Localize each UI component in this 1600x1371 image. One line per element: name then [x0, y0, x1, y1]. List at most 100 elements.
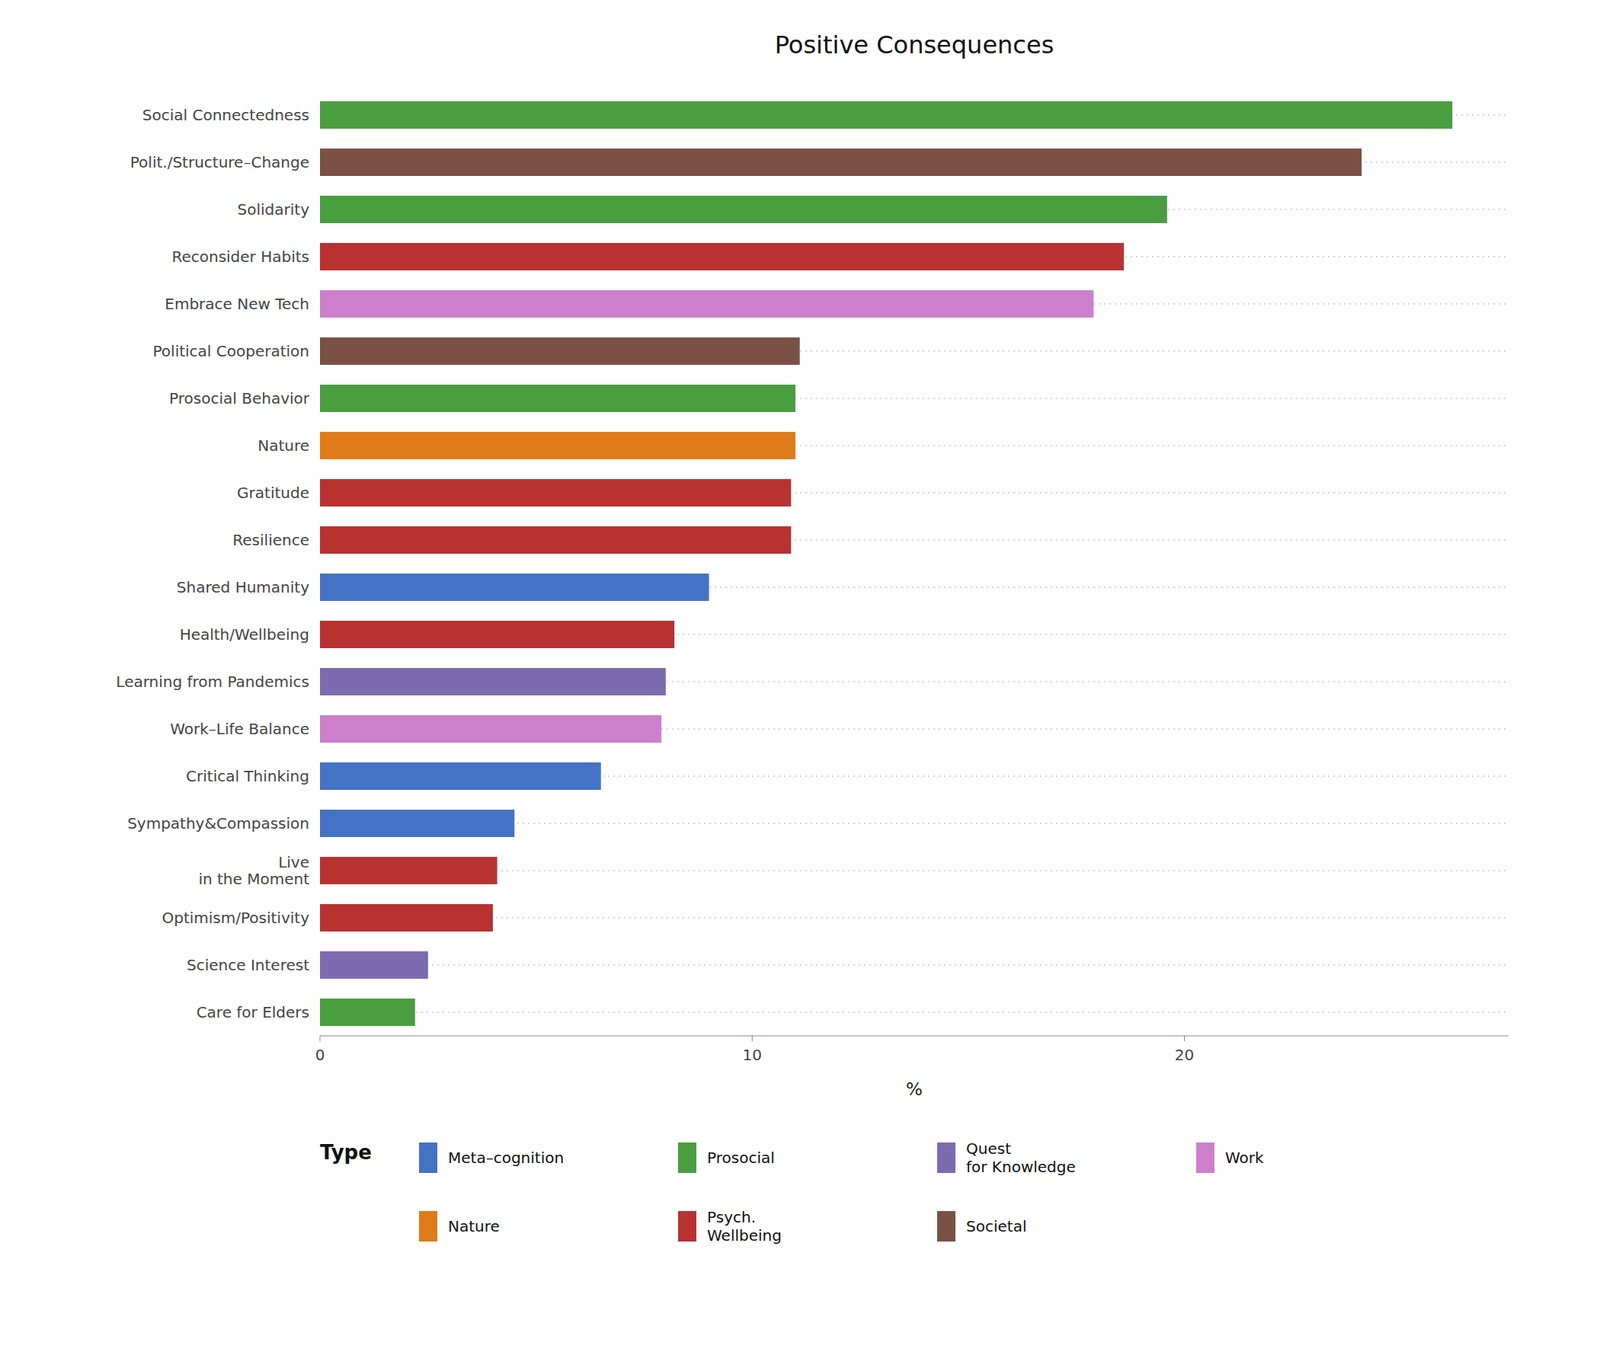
x-axis-line: [320, 1036, 1509, 1037]
bar: [320, 762, 602, 791]
category-label: Polit./Structure–Change: [130, 153, 310, 172]
x-axis: 0 10 20: [315, 1036, 1509, 1065]
text-line: Prosocial: [707, 1148, 775, 1168]
bar: [320, 809, 515, 838]
bar: [320, 337, 800, 365]
category-label: Embrace New Tech: [164, 294, 310, 314]
text-line: Quest: [966, 1139, 1012, 1159]
legend-swatch: [1196, 1142, 1215, 1174]
legend-label: Work: [1225, 1148, 1264, 1168]
x-tick-label: 10: [742, 1046, 762, 1065]
category-label: Work–Life Balance: [169, 720, 310, 739]
bar: [320, 857, 498, 885]
bar: [320, 290, 1094, 318]
category-label: Livein the Moment: [198, 853, 310, 889]
text-line: Resilience: [232, 531, 310, 550]
x-tick: [320, 1036, 321, 1042]
grid: [320, 115, 1509, 1013]
bar: [320, 479, 791, 507]
legend-label: Meta–cognition: [448, 1148, 564, 1168]
category-label: Health/Wellbeing: [179, 625, 310, 644]
x-tick: [752, 1036, 753, 1042]
text-line: for Knowledge: [966, 1158, 1076, 1177]
text-line: Learning from Pandemics: [115, 672, 310, 692]
category-label: Social Connectedness: [142, 105, 310, 125]
category-label: Solidarity: [237, 200, 311, 219]
text-line: Gratitude: [236, 483, 310, 503]
bar: [320, 243, 1124, 271]
bar: [320, 668, 666, 696]
legend-swatch: [419, 1142, 438, 1174]
legend-label: Societal: [966, 1217, 1027, 1236]
bar: [320, 573, 710, 602]
category-label: Shared Humanity: [176, 578, 310, 597]
text-line: Wellbeing: [707, 1226, 782, 1245]
text-line: Nature: [257, 436, 310, 455]
text-line: Sympathy&Compassion: [127, 814, 310, 833]
text-line: Work: [1225, 1148, 1264, 1168]
text-line: Social Connectedness: [142, 105, 310, 125]
text-line: in the Moment: [198, 870, 310, 889]
grid-line: [320, 1011, 1509, 1014]
grid-line: [320, 964, 1509, 967]
text-line: Shared Humanity: [176, 578, 310, 597]
bar: [320, 148, 1362, 176]
x-tick-label: 20: [1174, 1046, 1194, 1065]
bar: [320, 620, 675, 649]
bar: [320, 384, 796, 413]
legend: TypeMeta–cognitionProsocialQuestfor Know…: [320, 1139, 1264, 1245]
category-label: Sympathy&Compassion: [127, 814, 310, 833]
legend-swatch: [419, 1211, 438, 1242]
category-label: Nature: [257, 436, 310, 455]
grid-line: [320, 917, 1509, 919]
text-line: Health/Wellbeing: [179, 625, 310, 644]
text-line: Live: [278, 853, 310, 872]
legend-swatch: [678, 1142, 697, 1174]
text-line: Polit./Structure–Change: [130, 153, 310, 172]
text-line: Work–Life Balance: [169, 720, 310, 739]
category-label: Learning from Pandemics: [115, 672, 310, 692]
category-label: Gratitude: [236, 483, 310, 503]
bar: [320, 951, 429, 980]
legend-label: Prosocial: [707, 1148, 775, 1168]
legend-swatch: [937, 1211, 956, 1242]
bar: [320, 432, 796, 460]
category-label: Care for Elders: [196, 1003, 310, 1022]
text-line: Critical Thinking: [185, 767, 310, 786]
text-line: Societal: [966, 1217, 1027, 1236]
bar: [320, 526, 791, 554]
x-tick: [1184, 1036, 1185, 1042]
background: [0, 0, 1600, 1371]
x-axis-label: %: [905, 1079, 923, 1100]
text-line: Solidarity: [237, 200, 311, 219]
bar: [320, 715, 662, 743]
category-label: Resilience: [232, 531, 310, 550]
legend-label: Questfor Knowledge: [966, 1139, 1076, 1177]
legend-label: Psych.Wellbeing: [707, 1208, 782, 1245]
text-line: Nature: [448, 1217, 500, 1236]
text-line: Psych.: [707, 1208, 756, 1227]
text-line: Meta–cognition: [448, 1148, 564, 1168]
bar: [320, 101, 1453, 129]
x-tick-label: 0: [315, 1046, 326, 1065]
bar: [320, 998, 416, 1027]
grid-line: [320, 870, 1509, 872]
category-label: Prosocial Behavior: [169, 389, 311, 408]
category-label: Political Cooperation: [153, 342, 311, 361]
category-label: Science Interest: [186, 956, 310, 975]
bar: [320, 904, 493, 932]
text-line: Care for Elders: [196, 1003, 310, 1022]
bars: [320, 101, 1453, 1027]
bar: [320, 195, 1168, 224]
text-line: Optimism/Positivity: [161, 908, 310, 928]
category-label: Reconsider Habits: [171, 247, 310, 266]
title: Positive Consequences: [774, 30, 1055, 60]
text-line: Reconsider Habits: [171, 247, 310, 266]
category-label: Optimism/Positivity: [161, 908, 310, 928]
category-label: Critical Thinking: [185, 767, 310, 786]
text-line: Political Cooperation: [153, 342, 311, 361]
legend-swatch: [937, 1142, 956, 1174]
chart: Positive Consequences Social Connectednes…: [0, 0, 1600, 1371]
legend-label: Nature: [448, 1217, 500, 1236]
text-line: Science Interest: [186, 956, 310, 975]
